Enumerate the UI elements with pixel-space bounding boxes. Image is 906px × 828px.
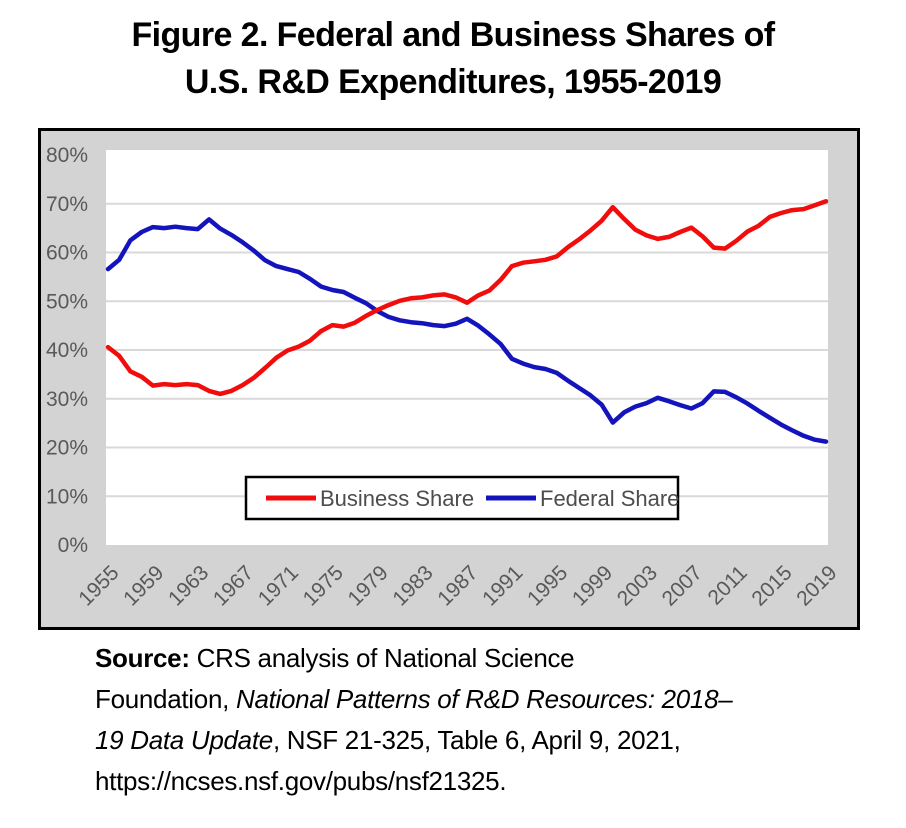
figure-title-line-2: U.S. R&D Expenditures, 1955-2019 — [184, 63, 722, 101]
y-axis-label: 30% — [46, 388, 88, 411]
y-axis-label: 10% — [46, 485, 88, 508]
source-text-2: Foundation, — [95, 684, 230, 714]
y-axis-label: 20% — [46, 437, 88, 460]
y-axis-label: 0% — [58, 534, 88, 557]
legend-box — [244, 475, 680, 521]
source-italic-2: 19 Data Update — [95, 725, 273, 755]
y-axis-label: 70% — [46, 193, 88, 216]
rd-shares-line-chart: 0%10%20%30%40%50%60%70%80%19551959196319… — [38, 128, 860, 630]
y-axis-label: 80% — [46, 144, 88, 167]
chart-area: 0% 10% 20% 30% 40% 50% 60% 70% 80% 1955 1959 1963 19… — [38, 128, 860, 630]
source-italic-1: National Patterns of R&D Resources: 2018… — [235, 684, 733, 714]
y-axis-label: 60% — [46, 242, 88, 265]
y-axis-label: 40% — [46, 339, 88, 362]
figure-title-line-1: Figure 2. Federal and Business Shares of — [131, 16, 776, 54]
legend-label-business: Business Share — [320, 486, 474, 511]
source-text-3: , NSF 21-325, Table 6, April 9, 2021, — [272, 725, 681, 755]
legend-label-federal: Federal Share — [540, 486, 679, 511]
source-text-1: CRS analysis of National Science — [196, 643, 575, 673]
source-url: https://ncses.nsf.gov/pubs/nsf21325. — [95, 766, 507, 796]
source-note: Source: CRS analysis of National Science… — [95, 638, 875, 802]
source-label: Source: — [95, 643, 190, 673]
business-share-line — [105, 199, 829, 397]
figure-title: Figure 2. Federal and Business Shares of… — [0, 12, 906, 106]
federal-share-line — [105, 217, 829, 444]
y-axis-label: 50% — [46, 290, 88, 313]
